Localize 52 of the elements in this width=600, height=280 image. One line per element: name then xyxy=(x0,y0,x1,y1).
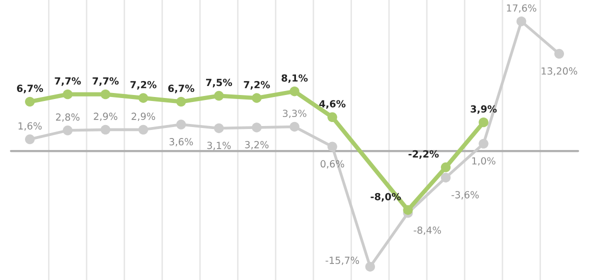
point xyxy=(62,89,73,100)
point xyxy=(478,117,488,128)
data-label: -15,7% xyxy=(326,256,360,265)
data-label: 3,9% xyxy=(470,105,497,114)
data-label: 1,0% xyxy=(472,157,496,166)
point xyxy=(365,262,375,272)
point xyxy=(516,16,526,26)
point xyxy=(403,205,413,215)
data-label: -8,4% xyxy=(414,226,441,235)
data-label: 2,8% xyxy=(56,113,80,122)
data-label: 0,6% xyxy=(320,160,344,168)
data-label: 3,6% xyxy=(169,138,193,146)
data-label: 2,9% xyxy=(94,112,118,121)
point xyxy=(252,122,262,132)
point xyxy=(62,126,73,136)
point xyxy=(327,142,338,152)
point xyxy=(214,90,224,101)
point xyxy=(25,96,35,107)
data-label: 4,6% xyxy=(319,100,346,109)
point xyxy=(138,124,148,135)
data-label: 7,7% xyxy=(92,77,119,86)
data-label: 13,20% xyxy=(542,67,578,76)
point xyxy=(478,138,488,149)
point xyxy=(440,172,451,182)
point xyxy=(25,134,35,144)
data-label: 2,9% xyxy=(132,112,156,121)
data-label: 8,1% xyxy=(282,74,308,83)
point xyxy=(327,112,338,122)
data-label: 1,6% xyxy=(18,122,42,131)
point xyxy=(290,122,300,132)
data-label: 7,7% xyxy=(54,77,81,86)
point xyxy=(100,124,110,135)
point xyxy=(290,86,300,96)
data-label: 6,7% xyxy=(168,84,194,94)
data-label: 3,2% xyxy=(245,140,269,150)
point xyxy=(252,93,262,103)
point xyxy=(100,89,110,100)
data-label: 7,5% xyxy=(206,78,232,88)
point xyxy=(138,93,148,103)
data-label: -2,2% xyxy=(408,150,439,159)
data-label: 7,2% xyxy=(244,80,270,90)
point xyxy=(214,123,224,134)
point xyxy=(554,48,564,59)
data-label: 7,2% xyxy=(130,80,156,90)
data-label: 17,6% xyxy=(506,4,536,13)
data-label: 3,1% xyxy=(207,142,231,150)
point xyxy=(176,96,186,107)
data-label: 3,3% xyxy=(282,110,306,118)
data-label: -3,6% xyxy=(452,191,479,200)
point xyxy=(176,120,186,130)
point xyxy=(440,162,451,172)
data-label: 6,7% xyxy=(16,84,44,94)
